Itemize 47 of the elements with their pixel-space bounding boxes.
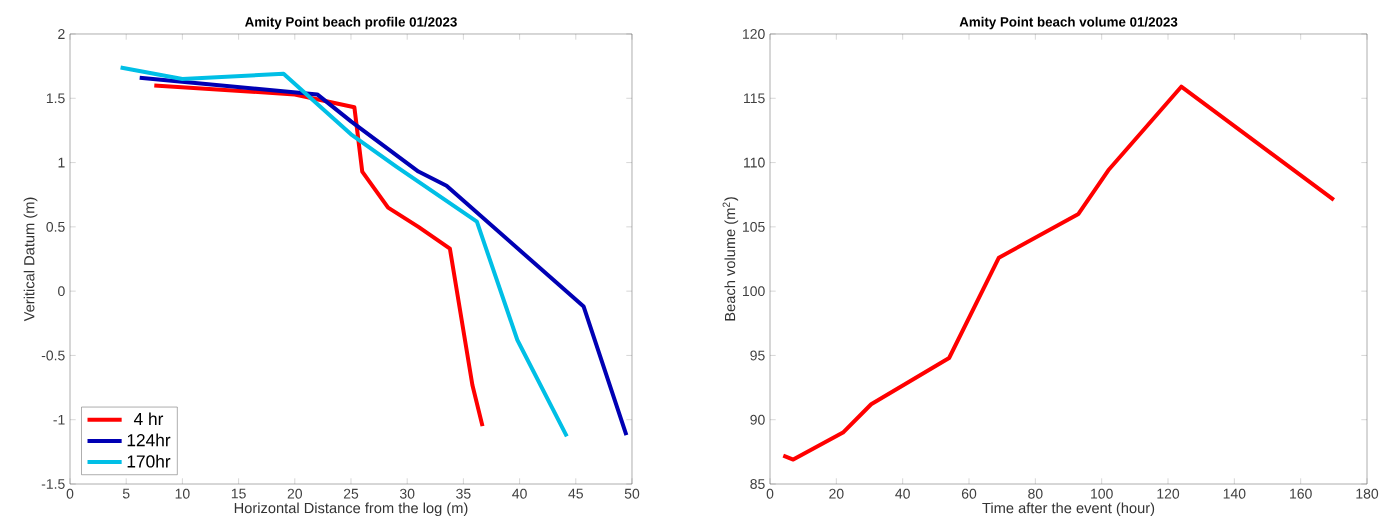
x-tick-label: 30 [399,488,415,499]
x-tick-label: 15 [231,488,246,499]
x-tick-label: 50 [624,488,640,499]
x-tick-label: 40 [512,488,527,499]
y-tick-label: 85 [750,479,765,489]
x-tick-label: 120 [1157,488,1180,499]
y-tick-label: -0.5 [41,350,65,361]
legend-label: 170hr [127,454,171,468]
y-tick-label: 0.5 [46,221,65,232]
x-tick-label: 35 [456,488,471,499]
y-tick-label: 120 [743,29,765,39]
y-tick-label: 1.5 [46,93,65,104]
y-tick-label: 90 [750,414,765,425]
y-tick-label: -1.5 [41,479,65,489]
x-axis-title: Horizontal Distance from the log (m) [234,502,468,517]
legend-label: 124hr [127,433,171,447]
y-tick-label: 100 [743,286,765,297]
x-tick-label: 60 [961,488,977,499]
y-tick-label: 110 [744,157,765,168]
x-tick-label: 100 [1091,488,1113,499]
x-tick-label: 140 [1223,488,1246,499]
x-tick-label: 10 [175,488,190,499]
x-tick-label: 80 [1028,488,1043,499]
x-tick-label: 160 [1290,488,1312,499]
x-tick-label: 5 [122,488,130,499]
x-axis-title: Time after the event (hour) [982,502,1155,517]
x-tick-label: 45 [568,488,583,499]
y-tick-label: 115 [744,93,765,104]
y-tick-label: 95 [750,350,765,361]
x-tick-label: 0 [66,488,74,499]
x-tick-label: 20 [287,488,303,499]
x-tick-label: 20 [829,488,844,499]
y-tick-label: 2 [58,29,65,39]
chart-title: Amity Point beach profile 01/2023 [245,16,457,30]
y-tick-label: 105 [743,221,765,232]
y-axis-title: Veritical Datum (m) [23,197,38,322]
y-axis-title: Beach volume (m$^{2}$) [722,197,739,321]
y-tick-label: -1 [53,414,65,425]
x-tick-label: 40 [895,488,910,499]
legend-label: 4 hr [133,412,164,425]
y-tick-label: 1 [58,157,65,168]
line-series [781,84,1336,462]
x-tick-label: 25 [343,488,359,499]
x-tick-label: 180 [1356,488,1379,499]
chart-title: Amity Point beach volume 01/2023 [959,16,1178,30]
y-tick-label: 0 [58,286,65,297]
x-tick-label: 0 [766,488,774,499]
